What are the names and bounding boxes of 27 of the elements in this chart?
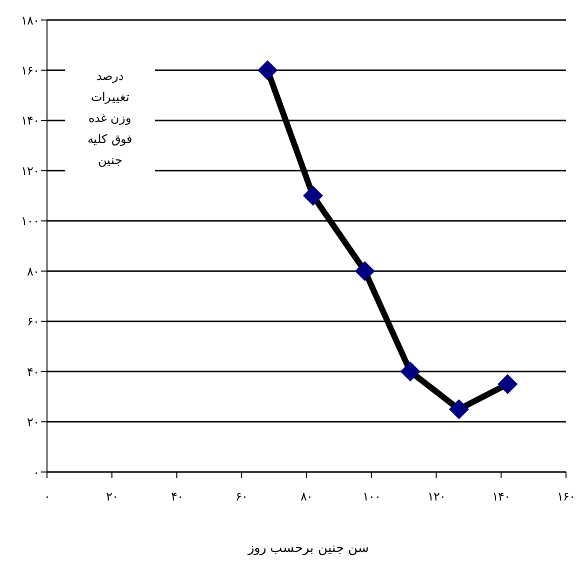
x-tick-label: ۴۰ [170,490,183,504]
y-tick-label: ۱۴۰ [21,114,39,128]
y-tick-label: ۰ [33,465,39,480]
x-axis-title: سن جنین برحسب روز [246,540,370,556]
y-tick-label: ۱۸۰ [21,13,39,28]
point [448,399,469,420]
x-tick-label: ۰ [44,490,50,504]
y-tick-label: ۲۰ [27,415,39,430]
x-tick-label: ۲۰ [106,490,118,504]
y-tick-label: ۴۰ [27,364,39,379]
x-tick-label: ۸۰ [300,490,312,504]
y-tick-label: ۱۲۰ [21,164,39,178]
x-tick-label: ۶۰ [236,490,248,504]
y-tick-label: ۱۶۰ [21,63,39,78]
x-tick-label: ۱۶۰ [557,490,575,504]
y-tick-label: ۱۰۰ [21,214,39,228]
point [258,60,278,80]
x-tick-label: ۱۲۰ [427,490,446,504]
x-tick-label: ۱۰۰ [362,490,380,504]
point [400,362,420,382]
x-tick-label: ۱۴۰ [492,490,510,504]
y-tick-label: ۶۰ [27,314,39,329]
point [354,261,375,282]
point [302,186,323,206]
y-axis-title: درصد تغییرات وزن غده فوق کلیه جنین [65,66,155,171]
point [498,374,518,394]
y-tick-label: ۸۰ [27,264,39,278]
